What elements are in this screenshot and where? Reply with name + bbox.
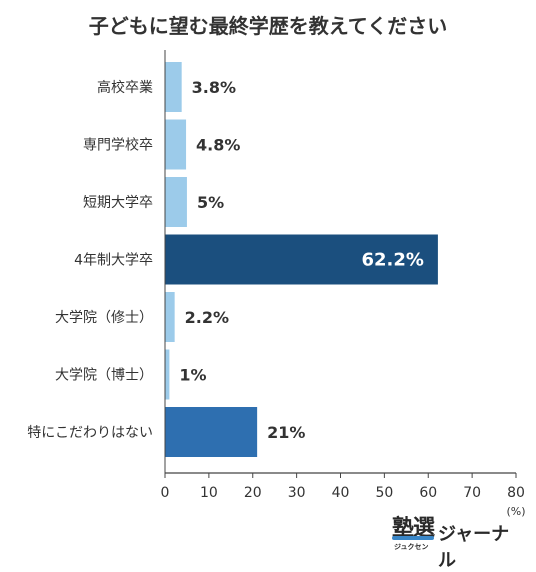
category-label: 大学院（修士） bbox=[55, 310, 153, 326]
category-label: 大学院（博士） bbox=[55, 367, 153, 384]
x-tick-label: 60 bbox=[419, 485, 437, 501]
logo-underline bbox=[392, 536, 434, 540]
logo-subtext: ジュクセン bbox=[394, 543, 429, 551]
bar bbox=[165, 177, 187, 227]
data-label: 2.2% bbox=[185, 308, 229, 327]
x-tick-label: 80 bbox=[507, 485, 525, 501]
logo-kana: ジャーナル bbox=[438, 524, 510, 571]
category-label: 専門学校卒 bbox=[83, 137, 153, 154]
category-label: 4年制大学卒 bbox=[74, 253, 153, 269]
data-label: 62.2% bbox=[361, 250, 423, 271]
bar bbox=[165, 119, 187, 170]
data-label: 1% bbox=[179, 366, 206, 385]
chart-title: 子どもに望む最終学歴を教えてください bbox=[88, 14, 448, 38]
bar bbox=[165, 349, 170, 400]
x-tick-label: 70 bbox=[463, 485, 481, 501]
data-label: 3.8% bbox=[192, 78, 236, 97]
data-label: 21% bbox=[267, 423, 305, 442]
category-label: 短期大学卒 bbox=[83, 195, 153, 211]
bar bbox=[165, 292, 175, 342]
data-label: 4.8% bbox=[196, 136, 240, 155]
x-tick-label: 10 bbox=[200, 485, 218, 501]
category-label: 特にこだわりはない bbox=[27, 425, 153, 441]
bar bbox=[165, 234, 438, 285]
x-tick-label: 40 bbox=[332, 485, 350, 501]
x-tick-label: 30 bbox=[288, 485, 306, 501]
bar bbox=[165, 407, 258, 457]
x-tick-label: 20 bbox=[244, 485, 262, 501]
category-label: 高校卒業 bbox=[97, 79, 153, 96]
bar bbox=[165, 62, 182, 112]
data-label: 5% bbox=[197, 193, 224, 212]
brand-logo: 塾選 ジュクセン ジャーナル bbox=[392, 510, 512, 571]
x-tick-label: 0 bbox=[161, 485, 170, 501]
x-tick-label: 50 bbox=[375, 485, 393, 501]
x-axis-unit: (%) bbox=[506, 505, 525, 518]
